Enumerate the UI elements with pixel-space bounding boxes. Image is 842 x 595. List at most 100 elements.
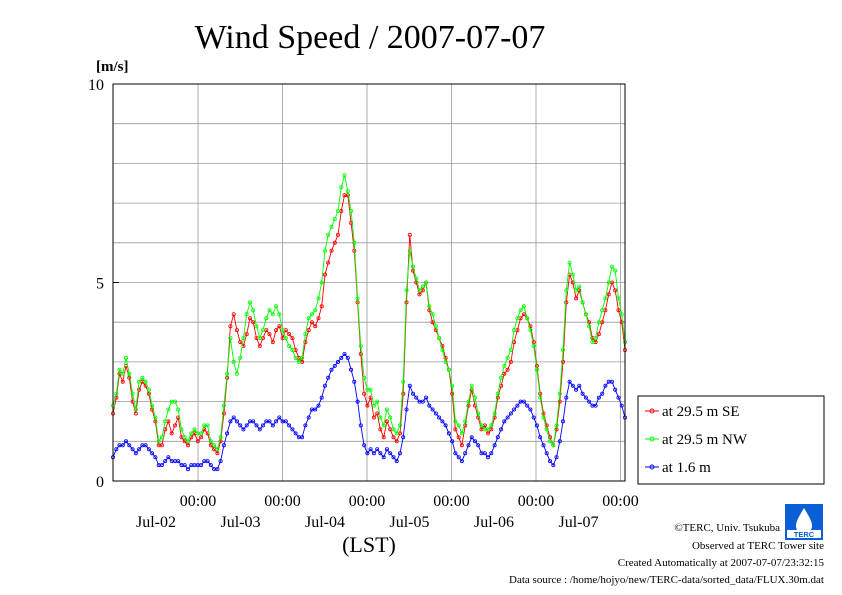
data-point — [554, 455, 559, 460]
data-point — [172, 399, 177, 404]
data-point — [616, 395, 621, 400]
data-point — [463, 423, 468, 428]
data-point — [332, 240, 337, 245]
data-point — [587, 320, 592, 325]
x-tick-date: Jul-06 — [474, 514, 514, 531]
data-point — [156, 439, 161, 444]
data-point — [570, 272, 575, 277]
data-point — [283, 419, 288, 424]
data-point — [247, 316, 252, 321]
data-point — [404, 407, 409, 412]
data-point — [130, 391, 135, 396]
data-point — [469, 387, 474, 392]
data-point — [166, 455, 171, 460]
data-point — [394, 459, 399, 464]
data-point — [456, 435, 461, 440]
data-point — [551, 443, 556, 448]
data-point — [335, 232, 340, 237]
data-point — [610, 379, 615, 384]
terc-logo: TERC — [785, 504, 823, 540]
data-point — [124, 355, 129, 360]
data-point — [531, 343, 536, 348]
data-point — [120, 443, 125, 448]
data-point — [577, 383, 582, 388]
data-point — [466, 399, 471, 404]
data-point — [137, 379, 142, 384]
data-point — [251, 320, 256, 325]
data-point — [150, 403, 155, 408]
data-point — [437, 336, 442, 341]
data-point — [306, 328, 311, 333]
data-point — [221, 411, 226, 416]
data-point — [440, 343, 445, 348]
data-point — [274, 419, 279, 424]
data-point — [326, 260, 331, 265]
data-point — [114, 395, 119, 400]
data-point — [381, 455, 386, 460]
data-point — [427, 403, 432, 408]
data-point — [603, 383, 608, 388]
data-point — [169, 431, 174, 436]
data-point — [166, 407, 171, 412]
data-point — [234, 371, 239, 376]
data-point — [332, 363, 337, 368]
data-point — [182, 435, 187, 440]
data-point — [349, 367, 354, 372]
data-point — [580, 300, 585, 305]
data-point — [352, 379, 357, 384]
data-point — [561, 419, 566, 424]
data-point — [443, 359, 448, 364]
data-point — [397, 451, 402, 456]
data-point — [185, 439, 190, 444]
data-point — [133, 411, 138, 416]
data-point — [244, 332, 249, 337]
data-point — [228, 336, 233, 341]
data-point — [306, 316, 311, 321]
copyright-text: ©TERC, Univ. Tsukuba — [674, 522, 780, 534]
data-point — [228, 324, 233, 329]
data-point — [257, 343, 262, 348]
data-point — [221, 443, 226, 448]
data-point — [293, 431, 298, 436]
terc-logo-text: TERC — [794, 530, 815, 539]
data-point — [287, 343, 292, 348]
data-point — [450, 383, 455, 388]
data-point — [254, 324, 259, 329]
data-point — [326, 232, 331, 237]
data-point — [270, 423, 275, 428]
data-point — [189, 431, 194, 436]
data-point — [362, 375, 367, 380]
data-point — [120, 379, 125, 384]
data-point — [430, 312, 435, 317]
data-point — [557, 439, 562, 444]
data-point — [561, 347, 566, 352]
data-point — [137, 387, 142, 392]
data-point — [362, 391, 367, 396]
data-point — [613, 268, 618, 273]
x-tick-time: 00:00 — [349, 493, 385, 510]
data-point — [257, 336, 262, 341]
data-point — [159, 443, 164, 448]
data-point — [345, 189, 350, 194]
data-point — [538, 435, 543, 440]
data-point — [300, 355, 305, 360]
data-point — [433, 324, 438, 329]
data-point — [371, 403, 376, 408]
data-point — [410, 391, 415, 396]
data-point — [521, 399, 526, 404]
data-point — [176, 407, 181, 412]
data-point — [596, 332, 601, 337]
data-point — [244, 423, 249, 428]
data-point — [296, 359, 301, 364]
data-point — [303, 340, 308, 345]
data-point — [548, 439, 553, 444]
data-point — [430, 407, 435, 412]
data-point — [244, 312, 249, 317]
data-point — [459, 443, 464, 448]
data-point — [515, 403, 520, 408]
data-point — [450, 391, 455, 396]
data-point — [394, 439, 399, 444]
data-point — [212, 443, 217, 448]
data-point — [440, 347, 445, 352]
x-ticks: 00:00Jul-0200:00Jul-0300:00Jul-0400:00Ju… — [136, 493, 639, 531]
